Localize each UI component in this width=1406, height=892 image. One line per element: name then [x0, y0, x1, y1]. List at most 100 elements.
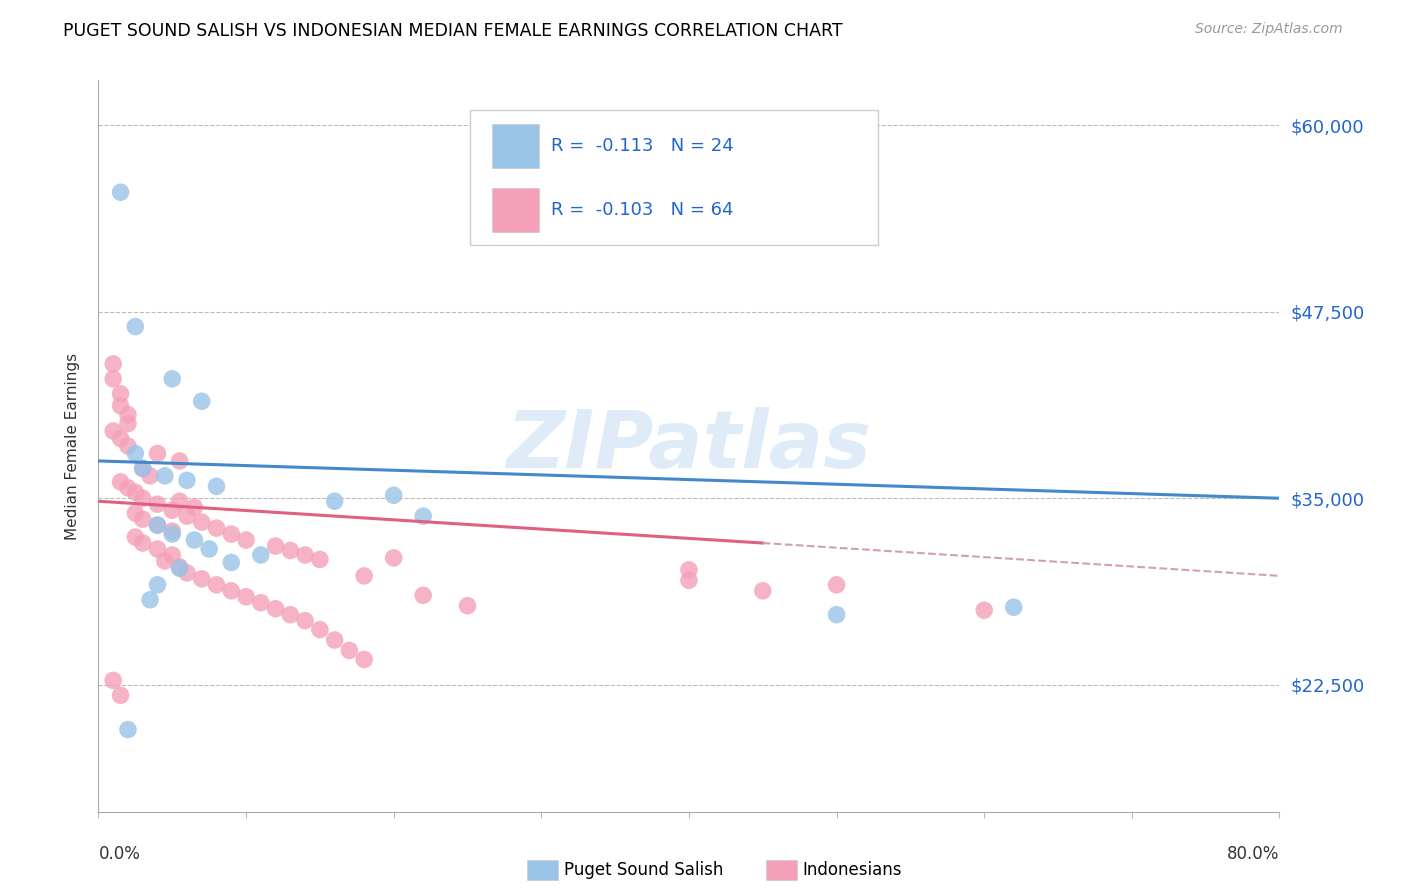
- Point: [162, 524, 183, 538]
- Point: [176, 509, 198, 524]
- Point: [162, 527, 183, 541]
- Point: [132, 461, 155, 475]
- Point: [353, 569, 375, 583]
- Point: [250, 548, 273, 562]
- Point: [124, 319, 146, 334]
- Point: [205, 479, 228, 493]
- Point: [169, 494, 191, 508]
- Point: [382, 488, 405, 502]
- Point: [221, 556, 243, 570]
- Point: [264, 539, 287, 553]
- Point: [162, 372, 183, 386]
- Point: [169, 561, 191, 575]
- Y-axis label: Median Female Earnings: Median Female Earnings: [65, 352, 80, 540]
- Point: [191, 572, 214, 586]
- Point: [412, 509, 434, 524]
- Point: [678, 563, 700, 577]
- Point: [294, 548, 316, 562]
- Point: [117, 723, 139, 737]
- Point: [103, 673, 125, 688]
- Point: [235, 590, 257, 604]
- Point: [221, 527, 243, 541]
- Point: [169, 560, 191, 574]
- Text: R =  -0.103   N = 64: R = -0.103 N = 64: [551, 201, 734, 219]
- Point: [221, 583, 243, 598]
- Point: [153, 554, 176, 568]
- Point: [382, 551, 405, 566]
- Point: [124, 530, 146, 544]
- Point: [280, 607, 302, 622]
- FancyBboxPatch shape: [492, 188, 538, 232]
- Point: [146, 541, 169, 556]
- Text: Indonesians: Indonesians: [803, 861, 903, 879]
- FancyBboxPatch shape: [492, 124, 538, 168]
- Point: [678, 574, 700, 588]
- Point: [146, 446, 169, 460]
- Point: [124, 506, 146, 520]
- Point: [124, 446, 146, 460]
- Point: [103, 357, 125, 371]
- Point: [309, 552, 332, 566]
- Point: [280, 543, 302, 558]
- Point: [169, 454, 191, 468]
- Point: [162, 503, 183, 517]
- Text: Puget Sound Salish: Puget Sound Salish: [564, 861, 723, 879]
- Text: Source: ZipAtlas.com: Source: ZipAtlas.com: [1195, 22, 1343, 37]
- Point: [103, 424, 125, 438]
- FancyBboxPatch shape: [471, 110, 877, 244]
- Point: [139, 592, 162, 607]
- Point: [323, 494, 346, 508]
- Point: [339, 643, 361, 657]
- Point: [250, 596, 273, 610]
- Point: [110, 475, 132, 489]
- Point: [198, 541, 221, 556]
- Point: [117, 408, 139, 422]
- Point: [162, 548, 183, 562]
- Point: [117, 481, 139, 495]
- Point: [205, 521, 228, 535]
- Text: R =  -0.113   N = 24: R = -0.113 N = 24: [551, 137, 734, 155]
- Point: [146, 518, 169, 533]
- Point: [191, 515, 214, 529]
- Point: [153, 468, 176, 483]
- Point: [117, 439, 139, 453]
- Point: [183, 500, 205, 515]
- Point: [183, 533, 205, 547]
- Point: [264, 601, 287, 615]
- Text: 0.0%: 0.0%: [98, 845, 141, 863]
- Point: [132, 536, 155, 550]
- Point: [146, 578, 169, 592]
- Point: [353, 652, 375, 666]
- Point: [752, 583, 775, 598]
- Point: [309, 623, 332, 637]
- Point: [124, 485, 146, 500]
- Text: 80.0%: 80.0%: [1227, 845, 1279, 863]
- Point: [139, 468, 162, 483]
- Point: [110, 399, 132, 413]
- Text: ZIPatlas: ZIPatlas: [506, 407, 872, 485]
- Point: [110, 186, 132, 200]
- Point: [132, 512, 155, 526]
- Point: [412, 588, 434, 602]
- Point: [825, 607, 848, 622]
- Point: [323, 633, 346, 648]
- Point: [146, 518, 169, 533]
- Point: [103, 372, 125, 386]
- Point: [132, 491, 155, 506]
- Point: [176, 473, 198, 487]
- Point: [132, 461, 155, 475]
- Point: [457, 599, 479, 613]
- Point: [176, 566, 198, 580]
- Point: [110, 432, 132, 446]
- Point: [294, 614, 316, 628]
- Point: [110, 386, 132, 401]
- Point: [205, 578, 228, 592]
- Point: [825, 578, 848, 592]
- Point: [110, 688, 132, 702]
- Point: [117, 417, 139, 431]
- Point: [235, 533, 257, 547]
- Point: [973, 603, 995, 617]
- Point: [1002, 600, 1025, 615]
- Text: PUGET SOUND SALISH VS INDONESIAN MEDIAN FEMALE EARNINGS CORRELATION CHART: PUGET SOUND SALISH VS INDONESIAN MEDIAN …: [63, 22, 842, 40]
- Point: [191, 394, 214, 409]
